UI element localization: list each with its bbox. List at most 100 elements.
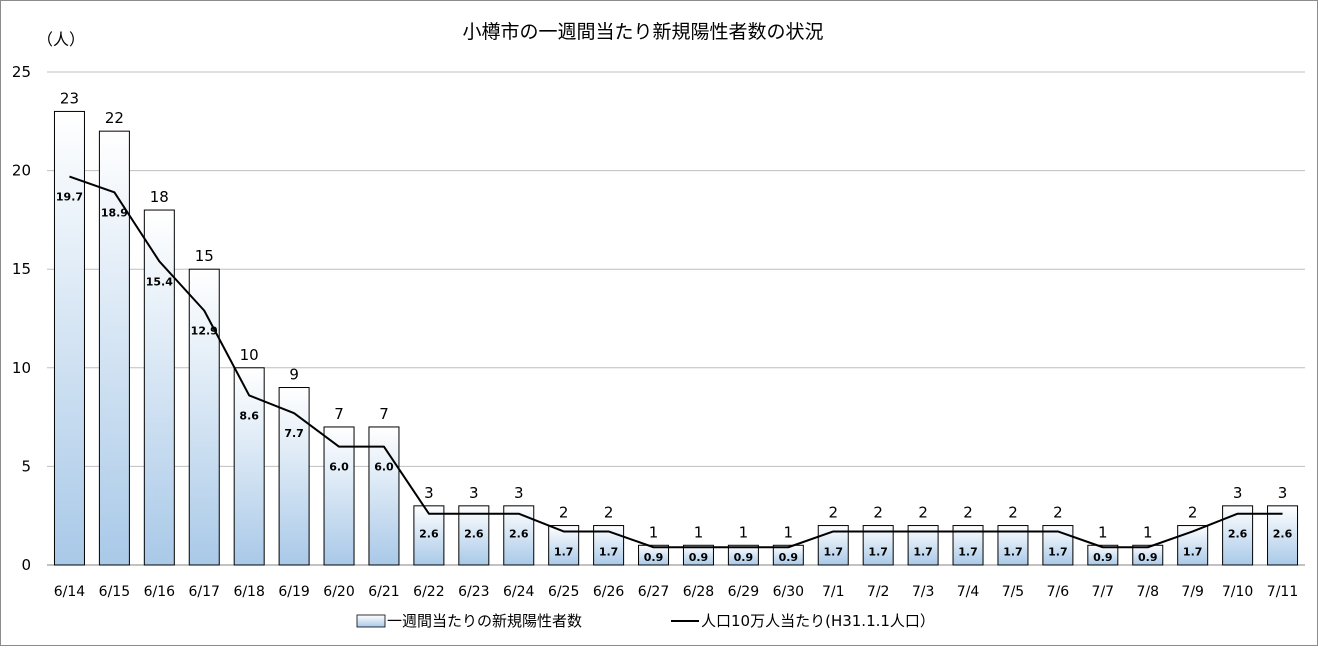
bar-value-label: 1 [739,523,749,541]
line-value-label: 6.0 [329,461,349,474]
x-tick-label: 7/9 [1181,584,1204,600]
line-layer [69,175,1283,549]
x-tick-label: 6/20 [323,584,354,600]
bar [772,544,804,566]
bar-value-label: 23 [60,89,79,107]
bar [682,544,714,566]
bar-value-label: 7 [379,405,389,423]
x-tick-label: 7/8 [1136,584,1159,600]
legend-line-label: 人口10万人当たり(H31.1.1人口） [701,612,935,630]
line-value-label: 18.9 [101,206,128,219]
line-value-label: 1.7 [868,545,888,558]
bar-value-label: 2 [918,504,928,522]
bar-value-label: 3 [424,484,434,502]
bar-value-label: 3 [514,484,524,502]
line-value-label: 1.7 [958,545,978,558]
x-tick-label: 6/15 [99,584,130,600]
bar-layer [53,110,1299,566]
line-value-label: 15.4 [146,275,173,288]
line-value-label: 2.6 [419,528,439,541]
x-tick-label: 6/24 [503,584,535,600]
x-tick-label: 6/26 [593,584,625,600]
bar-value-label: 10 [240,346,259,364]
bar-value-label: 2 [1008,504,1018,522]
x-tick-label: 6/30 [773,584,804,600]
bar [143,209,175,566]
line-value-label: 1.7 [913,545,933,558]
line-value-label: 2.6 [509,528,529,541]
y-axis-unit-label: （人） [37,30,85,49]
line-value-label: 2.6 [1228,528,1248,541]
line-value-label: 0.9 [1138,551,1158,564]
bar-value-label: 3 [469,484,479,502]
x-tick-label: 6/27 [638,584,669,600]
y-tick-label: 5 [21,457,31,475]
x-tick-label: 6/25 [548,584,579,600]
bar [98,130,130,566]
bar-value-label: 3 [1233,484,1243,502]
bar [727,544,759,566]
x-tick-label: 6/17 [189,584,220,600]
x-tick-label: 6/14 [54,584,86,600]
bar [368,426,400,566]
x-tick-label: 6/19 [278,584,309,600]
x-tick-label: 6/16 [144,584,176,600]
x-tick-label: 7/4 [957,584,980,600]
bar [458,505,490,566]
x-tick-label: 7/11 [1267,584,1298,600]
line-value-label: 2.6 [464,528,484,541]
line-value-label: 2.6 [1273,528,1293,541]
bar [188,268,220,566]
x-tick-label: 7/6 [1047,584,1070,600]
bar-value-label: 1 [1098,523,1108,541]
legend-bar-label: 一週間当たりの新規陽性者数 [387,612,582,630]
bar-value-label: 2 [604,504,614,522]
chart-title: 小樽市の一週間当たり新規陽性者数の状況 [462,21,823,43]
line-value-label: 6.0 [374,461,394,474]
y-tick-label: 0 [21,556,31,574]
x-tick-label: 6/18 [233,584,264,600]
bar-value-label: 2 [963,504,973,522]
line-value-label: 19.7 [56,191,83,204]
bar [1267,505,1299,566]
bar [1087,544,1119,566]
line-value-label: 1.7 [1048,545,1068,558]
line-value-label: 0.9 [734,551,754,564]
x-tick-label: 7/7 [1092,584,1115,600]
bar-value-label: 2 [873,504,883,522]
bar [413,505,445,566]
bar-value-label: 2 [559,504,569,522]
bar-value-label: 22 [105,109,124,127]
bar-value-label: 1 [784,523,794,541]
bar-value-label: 2 [1188,504,1198,522]
line-value-label: 1.7 [599,545,619,558]
line-value-label: 1.7 [1183,545,1203,558]
line-value-label: 7.7 [284,427,304,440]
line-value-label: 1.7 [554,545,574,558]
x-tick-label: 7/10 [1222,584,1253,600]
y-tick-label: 20 [12,162,31,180]
bar [1132,544,1164,566]
line-value-label: 0.9 [779,551,799,564]
bar-value-label: 7 [334,405,344,423]
x-tick-label: 7/2 [867,584,890,600]
y-tick-label: 25 [12,63,31,81]
x-tick-label: 7/3 [912,584,935,600]
bar [638,544,670,566]
x-tick-label: 6/28 [683,584,714,600]
bar [503,505,535,566]
bar-value-label: 9 [289,366,299,384]
x-tick-label: 7/1 [822,584,845,600]
bar-value-label: 1 [694,523,704,541]
line-value-label: 0.9 [689,551,709,564]
x-tick-label: 7/5 [1002,584,1025,600]
bar-value-label: 2 [828,504,838,522]
x-tick-label: 6/23 [458,584,489,600]
y-tick-label: 15 [12,260,31,278]
line-value-label: 1.7 [1003,545,1023,558]
bar-value-label: 1 [649,523,659,541]
line-value-label: 8.6 [239,409,259,422]
bar [323,426,355,566]
